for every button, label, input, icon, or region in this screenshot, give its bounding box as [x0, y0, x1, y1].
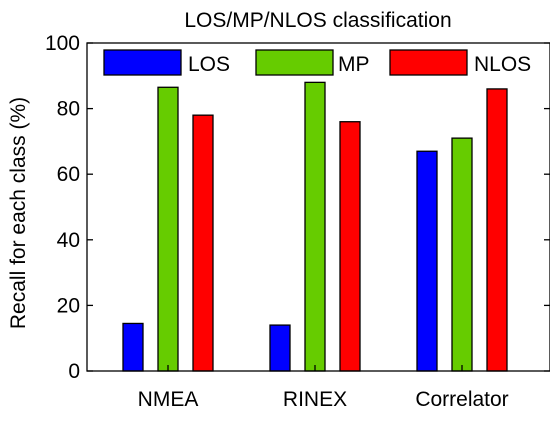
bar-mp-rinex [304, 81, 326, 372]
chart-title: LOS/MP/NLOS classification [184, 9, 451, 32]
bar-los-correlator [416, 150, 438, 372]
x-tick-label: RINEX [283, 388, 347, 411]
bars-group [122, 81, 508, 372]
bar-nlos-correlator [486, 88, 508, 372]
legend-swatch-los [103, 49, 182, 76]
legend-swatch-nlos [389, 49, 468, 76]
legend-label-nlos: NLOS [474, 53, 531, 76]
legend-swatch-mp [255, 49, 334, 76]
legend-label-los: LOS [188, 53, 230, 76]
plot-frame [86, 42, 550, 372]
legend: LOS MP NLOS [103, 49, 531, 76]
x-tick-label: NMEA [138, 388, 199, 411]
legend-label-mp: MP [338, 53, 370, 76]
y-tick-label: 0 [68, 360, 80, 383]
bar-los-rinex [269, 324, 291, 372]
y-tick-label: 60 [57, 163, 80, 186]
bar-los-nmea [122, 322, 144, 372]
y-tick-label: 100 [45, 32, 80, 55]
bar-mp-nmea [157, 86, 179, 372]
y-ticks-group: 0 20 40 60 80 100 [45, 32, 550, 383]
y-axis-label: Recall for each class (%) [7, 97, 30, 329]
x-tick-label: Correlator [415, 388, 508, 411]
y-tick-label: 20 [57, 294, 80, 317]
bar-nlos-rinex [339, 121, 361, 372]
bar-mp-correlator [451, 137, 473, 372]
x-ticks-group: NMEA RINEX Correlator [138, 365, 509, 411]
y-tick-label: 80 [57, 98, 80, 121]
bar-nlos-nmea [192, 114, 214, 372]
y-tick-label: 40 [57, 229, 80, 252]
